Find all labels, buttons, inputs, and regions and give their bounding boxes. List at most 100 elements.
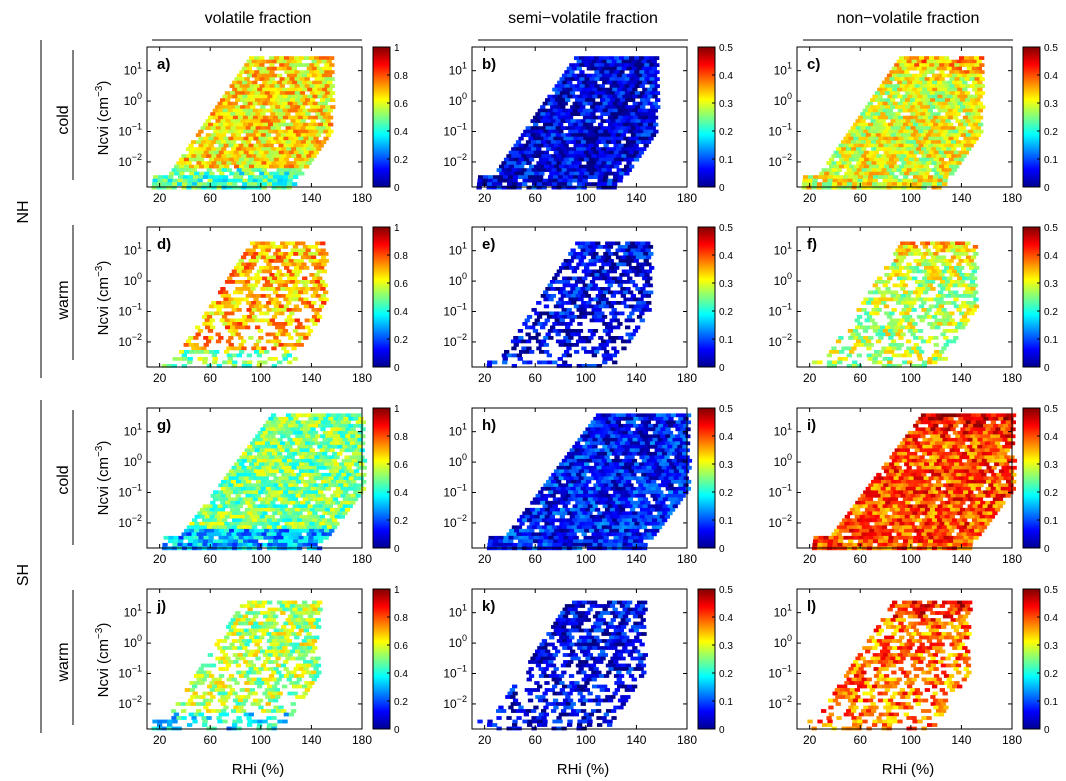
heatmap-cell <box>280 287 286 291</box>
heatmap-cell <box>188 143 194 148</box>
heatmap-cell <box>331 465 337 470</box>
heatmap-cell <box>281 147 287 151</box>
heatmap-cell <box>523 143 529 148</box>
heatmap-cell <box>275 255 282 260</box>
heatmap-cell <box>633 129 639 134</box>
heatmap-cell <box>903 129 909 134</box>
heatmap-cell <box>330 413 337 418</box>
heatmap-cell <box>886 346 892 351</box>
heatmap-cell <box>322 101 328 106</box>
heatmap-cell <box>252 245 259 249</box>
heatmap-cell <box>499 171 505 176</box>
heatmap-cell <box>550 294 556 298</box>
heatmap-cell <box>300 241 306 246</box>
colorbar <box>697 226 716 368</box>
heatmap-cell <box>325 133 332 137</box>
heatmap-cell <box>281 346 287 351</box>
heatmap-cell <box>303 490 309 495</box>
heatmap-cell <box>912 276 918 281</box>
heatmap-cell <box>933 343 939 347</box>
heatmap-cell <box>268 490 274 495</box>
heatmap-cell <box>860 339 867 344</box>
heatmap-cell <box>942 276 948 281</box>
heatmap-cell <box>283 490 289 495</box>
heatmap-cell <box>565 119 571 123</box>
heatmap-cell <box>326 472 332 477</box>
heatmap-cell <box>237 115 244 120</box>
heatmap-cell <box>945 98 951 102</box>
heatmap-cell <box>593 297 599 302</box>
heatmap-cell <box>600 287 606 291</box>
heatmap-cell <box>614 77 620 81</box>
heatmap-cell <box>293 483 299 488</box>
heatmap-cell <box>250 133 257 137</box>
heatmap-cell <box>629 63 635 67</box>
heatmap-cell <box>584 171 590 176</box>
heatmap-cell <box>248 136 254 141</box>
heatmap-cell <box>326 59 332 64</box>
heatmap-cell <box>289 84 295 88</box>
heatmap-cell <box>602 87 608 92</box>
heatmap-cell <box>547 329 554 333</box>
heatmap-cell <box>270 420 276 425</box>
heatmap-cell <box>226 161 232 165</box>
heatmap-cell <box>257 451 263 456</box>
heatmap-cell <box>280 119 286 123</box>
heatmap-cell <box>969 266 975 270</box>
heatmap-cell <box>234 273 240 277</box>
heatmap-cell <box>220 493 226 498</box>
heatmap-cell <box>974 91 981 95</box>
heatmap-cell <box>259 91 266 95</box>
heatmap-cell <box>892 94 898 99</box>
heatmap-cell <box>249 311 255 316</box>
heatmap-cell <box>297 504 303 509</box>
heatmap-cell <box>206 147 212 151</box>
heatmap-cell <box>614 56 620 60</box>
heatmap-cell <box>231 185 237 190</box>
heatmap-cell <box>483 175 489 179</box>
heatmap-cell <box>305 112 311 116</box>
heatmap-cell <box>257 101 263 106</box>
heatmap-cell <box>848 150 854 155</box>
heatmap-cell <box>942 80 948 85</box>
heatmap-cell <box>305 332 311 337</box>
heatmap-cell <box>249 171 255 176</box>
heatmap-cell <box>584 311 590 316</box>
heatmap-cell <box>628 297 634 302</box>
heatmap-cell <box>279 171 285 176</box>
heatmap-cell <box>269 507 276 512</box>
heatmap-cell <box>516 168 522 172</box>
heatmap-cell <box>591 73 598 78</box>
heatmap-cell <box>574 280 581 284</box>
heatmap-cell <box>341 479 347 484</box>
heatmap-cell <box>260 126 266 130</box>
heatmap-cell <box>293 129 299 134</box>
heatmap-cell <box>568 297 574 302</box>
heatmap-cell <box>270 105 276 109</box>
heatmap-cell <box>351 479 357 484</box>
heatmap-cell <box>271 301 277 305</box>
heatmap-cell <box>977 101 983 106</box>
heatmap-cell <box>216 168 222 172</box>
heatmap-cell <box>553 175 559 179</box>
heatmap-cell <box>911 301 917 305</box>
heatmap-cell <box>542 101 548 106</box>
heatmap-cell <box>831 154 837 158</box>
heatmap-cell <box>903 150 909 155</box>
heatmap-cell <box>636 315 643 319</box>
heatmap-cell <box>529 171 535 176</box>
heatmap-cell <box>307 80 313 85</box>
heatmap-cell <box>538 129 544 134</box>
heatmap-cell <box>617 87 623 92</box>
heatmap-cell <box>597 276 603 281</box>
heatmap-cell <box>629 280 636 284</box>
heatmap-cell <box>258 469 265 474</box>
heatmap-cell <box>280 332 286 337</box>
heatmap-cell <box>497 182 503 186</box>
heatmap-cell <box>242 108 248 113</box>
heatmap-cell <box>292 87 298 92</box>
heatmap-cell <box>837 178 843 183</box>
heatmap-cell <box>246 315 253 319</box>
heatmap-cell <box>559 91 566 95</box>
